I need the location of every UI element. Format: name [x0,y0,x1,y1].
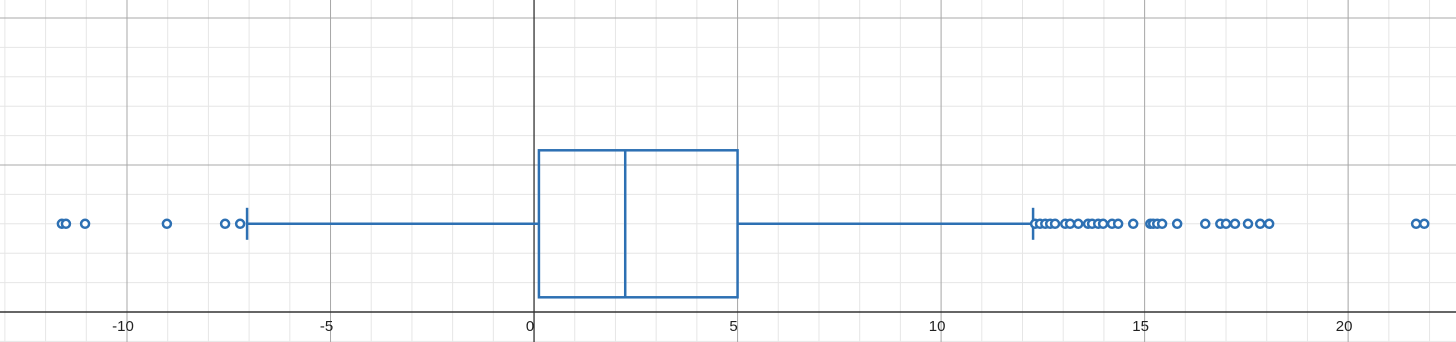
outlier [1220,218,1232,230]
x-tick-label: -5 [320,318,333,335]
outlier [161,218,173,230]
outlier [1049,218,1061,230]
x-tick-label: 15 [1132,318,1149,335]
outlier [1097,218,1109,230]
x-tick-label: 20 [1336,318,1353,335]
outlier [1171,218,1183,230]
x-tick-label: -10 [112,318,134,335]
outlier [234,218,246,230]
outlier [1410,218,1422,230]
outlier [1127,218,1139,230]
outlier [1242,218,1254,230]
box [537,149,739,299]
x-tick-label: 10 [929,318,946,335]
outlier [1200,218,1211,230]
outlier [1073,218,1084,230]
outlier [1254,218,1266,230]
outlier [79,218,91,230]
outlier [60,218,72,230]
outlier [1112,218,1124,230]
outlier [1064,218,1076,230]
x-tick-label: 0 [526,318,534,335]
outlier [1419,218,1430,230]
outlier [1263,218,1275,230]
outlier [1229,218,1241,230]
outlier [1156,218,1168,230]
x-tick-label: 5 [729,318,737,335]
outlier [219,218,231,230]
